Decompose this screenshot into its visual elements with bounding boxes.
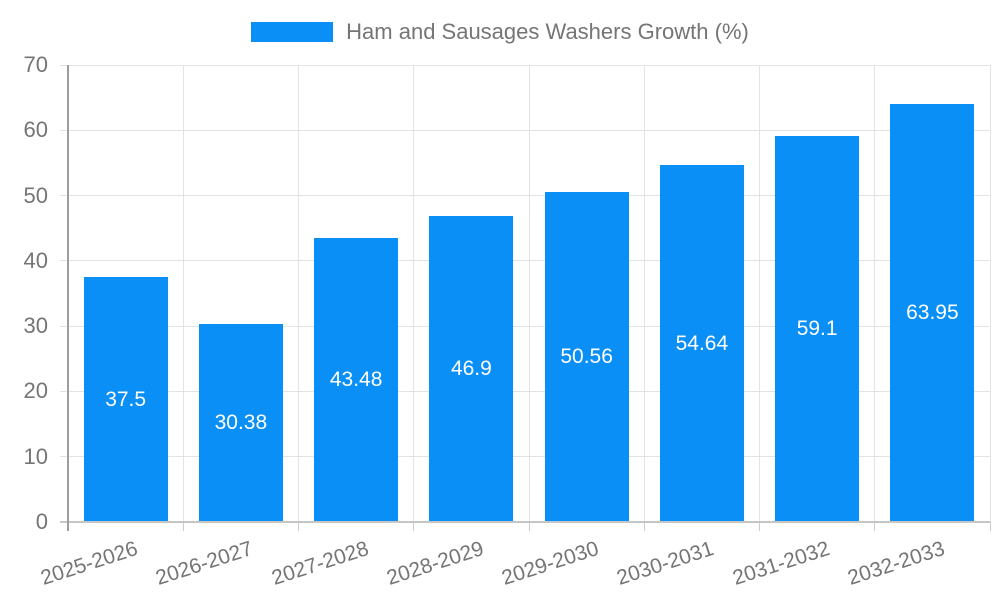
gridline-horizontal <box>60 195 990 197</box>
gridline-vertical <box>874 65 876 522</box>
legend-label: Ham and Sausages Washers Growth (%) <box>346 19 749 44</box>
bar[interactable]: 50.56 <box>544 191 629 522</box>
x-axis-tick <box>759 522 760 531</box>
gridline-vertical <box>643 65 645 522</box>
x-axis-category-label: 2029-2030 <box>494 537 602 590</box>
x-axis-category-label-text: 2032-2033 <box>844 537 948 590</box>
x-axis-tick <box>182 522 184 531</box>
gridline-vertical <box>989 65 991 522</box>
x-axis-category-label-text: 2031-2032 <box>729 537 833 590</box>
gridline-horizontal <box>60 260 990 262</box>
bar[interactable]: 54.64 <box>659 165 744 522</box>
legend[interactable]: Ham and Sausages Washers Growth (%) <box>0 19 1000 44</box>
x-axis-category-label-text: 2028-2029 <box>383 537 487 590</box>
gridline-horizontal <box>60 390 990 392</box>
gridline-horizontal <box>60 129 990 131</box>
x-axis-category-label: 2026-2027 <box>148 537 256 590</box>
x-axis-category-label-text: 2025-2026 <box>38 537 141 590</box>
x-axis-category-label-text: 2026-2027 <box>153 537 256 590</box>
x-axis-tick <box>643 522 645 531</box>
gridline-vertical <box>298 65 299 522</box>
x-axis-category-label: 2031-2032 <box>725 537 833 590</box>
y-axis-tick-label: 70 <box>23 52 48 77</box>
x-axis-tick <box>413 522 415 531</box>
bar-value-label: 54.64 <box>675 331 729 355</box>
gridline-horizontal <box>60 325 990 327</box>
bar-value-label: 50.56 <box>560 344 613 368</box>
x-axis-line <box>60 521 990 523</box>
legend-swatch <box>251 22 334 42</box>
bar-value-label: 63.95 <box>906 301 959 325</box>
bar[interactable]: 59.1 <box>775 136 860 522</box>
bar-value-label: 30.38 <box>214 410 268 434</box>
x-axis-category-label: 2030-2031 <box>609 537 717 590</box>
x-axis-tick <box>298 522 299 531</box>
y-axis-labels: 0 10 20 30 40 50 60 70 <box>0 52 48 534</box>
x-axis-tick <box>528 522 530 531</box>
y-axis-tick-label: 60 <box>23 117 48 143</box>
x-axis-category-label-text: 2027-2028 <box>268 537 372 590</box>
y-axis-tick-label: 40 <box>23 247 48 273</box>
y-axis-tick-label: 0 <box>35 509 48 534</box>
x-axis-category-label: 2025-2026 <box>33 537 141 590</box>
bar-value-label: 43.48 <box>329 368 383 392</box>
bar-value-label: 37.5 <box>105 387 147 411</box>
y-axis-tick-label: 50 <box>23 182 48 208</box>
x-axis-category-label: 2032-2033 <box>840 537 948 590</box>
gridline-horizontal <box>60 456 990 458</box>
y-axis-tick-label: 30 <box>23 313 48 339</box>
x-axis-category-label: 2027-2028 <box>264 537 372 590</box>
x-axis-category-label: 2028-2029 <box>379 537 487 590</box>
gridline-horizontal <box>60 64 990 66</box>
bar[interactable]: 37.5 <box>83 277 168 522</box>
bar[interactable]: 30.38 <box>198 323 283 522</box>
y-axis-tick-label: 10 <box>23 443 48 469</box>
gridline-vertical <box>413 65 415 522</box>
bar[interactable]: 46.9 <box>429 215 514 522</box>
x-axis-category-label-text: 2029-2030 <box>499 537 602 590</box>
gridline-vertical <box>528 65 530 522</box>
bar-value-label: 46.9 <box>450 356 492 380</box>
bar-value-label: 59.1 <box>796 317 838 341</box>
y-axis-line <box>67 65 69 531</box>
y-axis-tick-label: 20 <box>23 378 48 404</box>
bar[interactable]: 63.95 <box>890 104 975 522</box>
x-axis-labels: 2025-2026 2026-2027 2027-2028 2028-2029 2029… <box>38 537 990 599</box>
plot-area: 37.5 30.38 43.48 46.9 50.56 54.64 59.1 63.95 <box>60 64 991 531</box>
bar[interactable]: 43.48 <box>314 238 399 522</box>
gridline-vertical <box>182 65 184 522</box>
gridline-vertical <box>759 65 760 522</box>
x-axis-tick <box>874 522 876 531</box>
x-axis-tick <box>989 522 991 531</box>
x-axis-category-label-text: 2030-2031 <box>614 537 717 590</box>
